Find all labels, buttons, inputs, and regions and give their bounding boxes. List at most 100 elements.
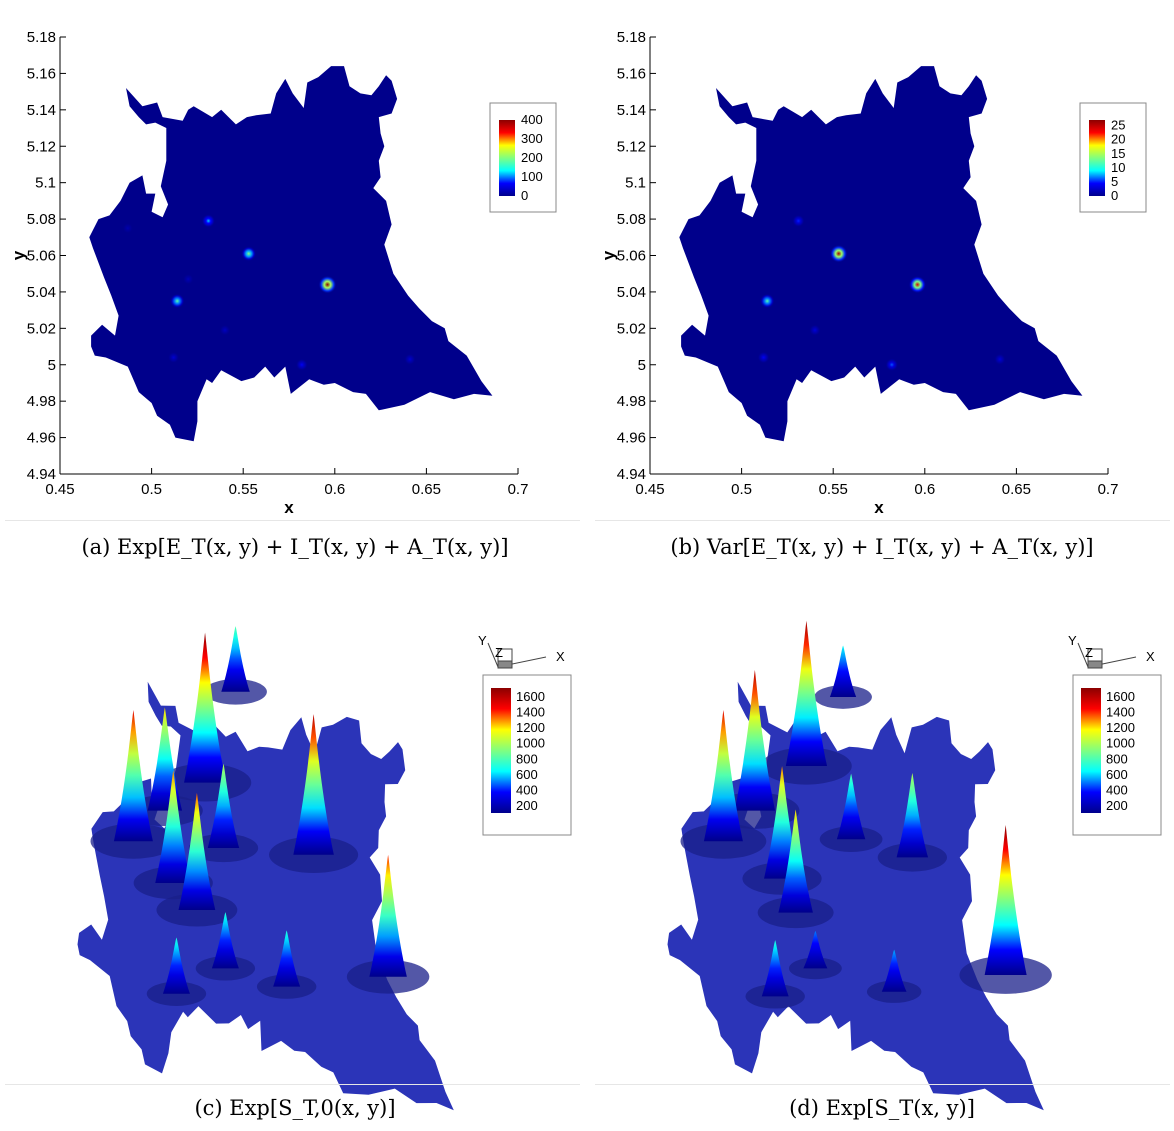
triad-x-label: X — [1146, 649, 1155, 664]
heatmap-chart-a: 0.45 0.5 0.55 0.6 0.65 0.7 4.94 4.96 4.98 5 5.02 5.… — [9, 29, 557, 517]
surface-peak — [761, 940, 789, 997]
y-tick-label: 4.94 — [617, 466, 646, 483]
hotspot — [792, 214, 805, 228]
caption-d: (d) Exp[S_T(x, y)] — [789, 1096, 975, 1120]
peak-base — [195, 956, 256, 981]
peak-base — [745, 984, 805, 1009]
surface-peak — [293, 714, 334, 855]
hotspot — [759, 293, 775, 309]
surface-peak — [207, 763, 240, 848]
legend-label: 400 — [1106, 783, 1128, 798]
y-tick-label: 5.1 — [35, 175, 56, 192]
triad-y-label: Y — [478, 633, 487, 648]
legend-label: 0 — [521, 188, 528, 203]
y-tick-label: 5.04 — [617, 284, 646, 301]
legend-label: 200 — [521, 150, 543, 165]
hotspot — [404, 353, 416, 365]
x-tick-label: 0.65 — [1002, 481, 1031, 498]
y-tick-label: 5.14 — [617, 102, 646, 119]
surface-peak — [896, 773, 929, 858]
legend-label: 600 — [1106, 767, 1128, 782]
y-tick-label: 5.16 — [27, 65, 56, 82]
x-tick-label: 0.6 — [324, 481, 345, 498]
hotspot — [295, 358, 308, 371]
region-shape — [89, 66, 493, 442]
legend-label: 400 — [521, 112, 543, 127]
y-tick-label: 4.96 — [27, 430, 56, 447]
surface-peak — [836, 773, 866, 840]
legend-label: 400 — [516, 783, 538, 798]
y-tick-label: 5 — [48, 357, 56, 374]
surface-peak — [155, 770, 192, 883]
legend-label: 800 — [516, 751, 538, 766]
hotspot — [169, 293, 185, 309]
legend-label: 1200 — [1106, 720, 1135, 735]
y-tick-label: 4.98 — [617, 393, 646, 410]
legend-label: 1600 — [516, 689, 545, 704]
x-tick-label: 0.5 — [141, 481, 162, 498]
peak-base — [188, 833, 259, 863]
y-tick-label: 5.12 — [617, 138, 646, 155]
triad-x-label: X — [556, 649, 565, 664]
y-tick-label: 4.96 — [617, 430, 646, 447]
x-axis-label: x — [284, 498, 294, 517]
legend-label: 1000 — [516, 736, 545, 751]
legend-label: 0 — [1111, 188, 1118, 203]
axis-triad: X YZ — [478, 633, 565, 669]
legend-label: 20 — [1111, 132, 1125, 147]
legend-colorbar — [1081, 688, 1101, 813]
surface-peak — [734, 669, 776, 811]
legend-label: 200 — [516, 798, 538, 813]
hotspot — [908, 275, 927, 294]
legend-label: 1400 — [1106, 704, 1135, 719]
hotspot — [809, 324, 821, 336]
panel-d: X Y Z 1600 1400 1200 1000 800 600 400 200 — [590, 575, 1174, 1111]
triad-y-label: Y — [1068, 633, 1077, 648]
hotspot — [757, 351, 770, 364]
x-tick-label: 0.45 — [45, 481, 74, 498]
y-tick-label: 5.08 — [617, 211, 646, 228]
legend-colorbar — [1089, 120, 1105, 196]
legend-label: 300 — [521, 131, 543, 146]
surface-peak — [273, 930, 301, 987]
surface-peak — [211, 912, 239, 969]
y-tick-label: 5.06 — [27, 248, 56, 265]
surface-peak — [984, 825, 1027, 975]
x-axis-label: x — [874, 498, 884, 517]
y-tick-label: 5.04 — [27, 284, 56, 301]
surface-peak — [778, 809, 813, 913]
separator — [5, 520, 580, 521]
triad-box-base — [497, 660, 513, 669]
surface-peak — [881, 949, 907, 992]
legend-label: 5 — [1111, 174, 1118, 189]
surface-peak — [829, 645, 857, 697]
x-tick-label: 0.7 — [1098, 481, 1119, 498]
panel-a: 0.45 0.5 0.55 0.6 0.65 0.7 4.94 4.96 4.98 5 5.02 5.… — [0, 0, 585, 520]
surface-peak — [703, 709, 743, 842]
heatmap-chart-b: 0.45 0.5 0.55 0.6 0.65 0.7 4.94 4.96 4.98 5 5.02 5.… — [599, 29, 1147, 517]
separator — [595, 1084, 1170, 1085]
caption-b: (b) Var[E_T(x, y) + I_T(x, y) + A_T(x, y… — [670, 535, 1094, 559]
hotspot — [318, 275, 337, 294]
triad-y-line — [487, 642, 499, 668]
peak-base — [789, 957, 842, 980]
legend-label: 100 — [521, 169, 543, 184]
y-tick-label: 5.02 — [617, 320, 646, 337]
surface-peak — [369, 854, 407, 977]
hotspot — [994, 353, 1006, 365]
surface-peak — [162, 937, 190, 994]
hotspot — [122, 223, 133, 234]
hotspot — [829, 244, 848, 263]
hotspot — [219, 324, 231, 336]
y-tick-label: 5.02 — [27, 320, 56, 337]
legend-label: 25 — [1111, 118, 1125, 133]
surface-peak — [178, 792, 216, 910]
panel-b: 0.45 0.5 0.55 0.6 0.65 0.7 4.94 4.96 4.98 5 5.02 5.… — [590, 0, 1174, 520]
x-tick-label: 0.6 — [914, 481, 935, 498]
hotspot — [201, 214, 216, 228]
legend-colorbar — [499, 120, 515, 196]
legend-label: 1400 — [516, 704, 545, 719]
hotspot — [168, 351, 180, 364]
y-tick-label: 5.18 — [617, 29, 646, 46]
